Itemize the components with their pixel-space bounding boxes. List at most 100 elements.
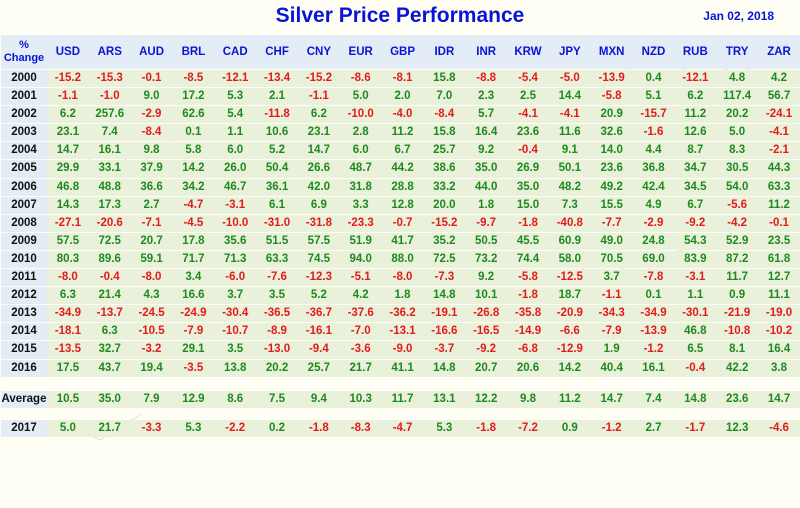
value-cell: 14.7 <box>758 390 800 408</box>
column-header-gbp: GBP <box>381 35 424 69</box>
value-cell: -34.9 <box>632 305 675 323</box>
value-cell: 23.6 <box>716 390 759 408</box>
value-cell: -1.8 <box>507 214 549 232</box>
value-cell: 7.4 <box>632 390 675 408</box>
value-cell: 0.9 <box>716 287 759 305</box>
value-cell: 12.6 <box>674 124 717 142</box>
year-row: 2004 14.7 16.1 9.8 5.8 6.0 5.2 14.7 6.0 6.7 25.7 9.… <box>1 142 800 160</box>
value-cell: 11.2 <box>674 106 717 124</box>
column-header-chf: CHF <box>256 35 298 69</box>
row-label: 2003 <box>1 124 47 142</box>
value-cell: 1.8 <box>381 287 424 305</box>
value-cell: -36.2 <box>381 305 424 323</box>
value-cell: 5.4 <box>214 106 257 124</box>
row-label: Average <box>1 390 47 408</box>
value-cell: -15.3 <box>88 70 131 88</box>
value-cell: 5.3 <box>172 419 215 437</box>
year-row: 2009 57.5 72.5 20.7 17.8 35.6 51.5 57.5 51.9 41.7… <box>1 232 800 250</box>
value-cell: -24.5 <box>130 305 173 323</box>
year-row: 2008 -27.1 -20.6 -7.1 -4.5 -10.0 -31.0 -31.8 -23… <box>1 214 800 232</box>
value-cell: -9.4 <box>297 341 340 359</box>
value-cell: 38.6 <box>423 160 466 178</box>
date-label: Jan 02, 2018 <box>703 9 774 23</box>
value-cell: -9.2 <box>465 341 508 359</box>
value-cell: 0.1 <box>632 287 675 305</box>
value-cell: 20.7 <box>130 232 173 250</box>
value-cell: 4.4 <box>632 142 675 160</box>
value-cell: 24.8 <box>632 232 675 250</box>
value-cell: 15.8 <box>423 70 466 88</box>
value-cell: 8.6 <box>214 390 257 408</box>
value-cell: 9.2 <box>465 142 508 160</box>
value-cell: -9.7 <box>465 214 508 232</box>
row-label: 2010 <box>1 250 47 269</box>
value-cell: 16.4 <box>758 341 800 359</box>
value-cell: 23.6 <box>507 124 549 142</box>
value-cell: 8.7 <box>674 142 717 160</box>
value-cell: 5.3 <box>214 88 257 106</box>
value-cell: -12.9 <box>548 341 591 359</box>
latest-row: 2017 5.0 21.7 -3.3 5.3 -2.2 0.2 -1.8 -8.3 -4.7 5.3… <box>1 419 800 437</box>
value-cell: 71.3 <box>214 250 257 269</box>
value-cell: 18.7 <box>548 287 591 305</box>
value-cell: -7.0 <box>339 323 382 341</box>
value-cell: -1.1 <box>297 88 340 106</box>
value-cell: -15.2 <box>46 70 89 88</box>
value-cell: -3.2 <box>130 341 173 359</box>
row-label: 2009 <box>1 232 47 250</box>
column-header-mxn: MXN <box>590 35 633 69</box>
value-cell: -13.1 <box>381 323 424 341</box>
value-cell: 2.7 <box>632 419 675 437</box>
spacer-cell <box>1 409 800 419</box>
year-row: 2010 80.3 89.6 59.1 71.7 71.3 63.3 74.5 94.0 88.0… <box>1 250 800 269</box>
value-cell: 4.3 <box>130 287 173 305</box>
value-cell: 35.6 <box>214 232 257 250</box>
value-cell: 48.8 <box>88 178 131 196</box>
value-cell: 7.9 <box>130 390 173 408</box>
value-cell: -5.6 <box>716 196 759 214</box>
value-cell: 7.4 <box>88 124 131 142</box>
row-label: 2001 <box>1 88 47 106</box>
value-cell: 73.2 <box>465 250 508 269</box>
value-cell: -24.9 <box>172 305 215 323</box>
value-cell: 3.5 <box>214 341 257 359</box>
value-cell: 10.1 <box>465 287 508 305</box>
value-cell: -35.8 <box>507 305 549 323</box>
row-label: 2011 <box>1 269 47 287</box>
value-cell: 46.8 <box>46 178 89 196</box>
value-cell: 50.1 <box>548 160 591 178</box>
year-row: 2000 -15.2 -15.3 -0.1 -8.5 -12.1 -13.4 -15.2 -8.… <box>1 70 800 88</box>
corner-header: % Change <box>1 35 47 69</box>
value-cell: 257.6 <box>88 106 131 124</box>
value-cell: 5.8 <box>172 142 215 160</box>
value-cell: -0.4 <box>674 359 717 377</box>
value-cell: 14.2 <box>172 160 215 178</box>
value-cell: 41.7 <box>381 232 424 250</box>
value-cell: 6.0 <box>339 142 382 160</box>
value-cell: 25.7 <box>297 359 340 377</box>
value-cell: 14.7 <box>297 142 340 160</box>
value-cell: 3.7 <box>590 269 633 287</box>
year-row: 2014 -18.1 6.3 -10.5 -7.9 -10.7 -8.9 -16.1 -7.0-… <box>1 323 800 341</box>
value-cell: -19.1 <box>423 305 466 323</box>
value-cell: 9.2 <box>465 269 508 287</box>
value-cell: -12.5 <box>548 269 591 287</box>
value-cell: -8.6 <box>339 70 382 88</box>
value-cell: -34.9 <box>46 305 89 323</box>
value-cell: 7.0 <box>423 88 466 106</box>
value-cell: -6.0 <box>214 269 257 287</box>
value-cell: 61.8 <box>758 250 800 269</box>
value-cell: 9.8 <box>507 390 549 408</box>
value-cell: 20.9 <box>590 106 633 124</box>
value-cell: -1.8 <box>507 287 549 305</box>
value-cell: 43.7 <box>88 359 131 377</box>
value-cell: 2.7 <box>130 196 173 214</box>
column-header-nzd: NZD <box>632 35 675 69</box>
value-cell: 14.7 <box>46 142 89 160</box>
column-header-cny: CNY <box>297 35 340 69</box>
value-cell: 50.5 <box>465 232 508 250</box>
value-cell: 72.5 <box>88 232 131 250</box>
value-cell: 14.8 <box>423 359 466 377</box>
value-cell: 14.3 <box>46 196 89 214</box>
value-cell: 69.0 <box>632 250 675 269</box>
